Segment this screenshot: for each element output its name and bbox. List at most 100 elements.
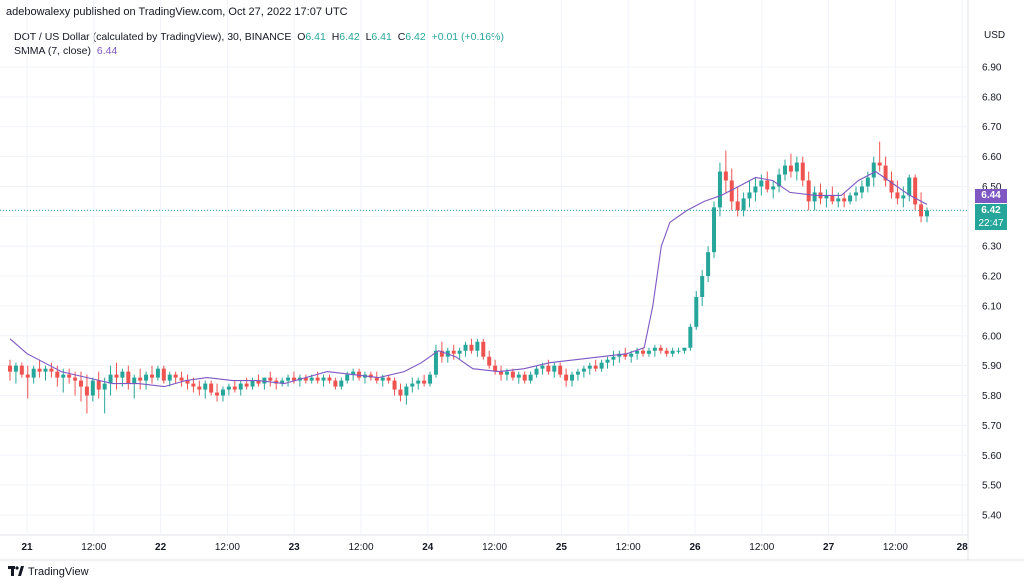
candle-body bbox=[794, 162, 799, 172]
candle-body bbox=[333, 380, 338, 387]
candle-body bbox=[126, 371, 131, 384]
candle-body bbox=[8, 365, 12, 372]
candle-body bbox=[682, 347, 687, 351]
x-tick-label: 22 bbox=[155, 542, 167, 553]
candle-body bbox=[747, 192, 752, 199]
y-tick-label: 5.50 bbox=[982, 481, 1002, 492]
candle-body bbox=[13, 365, 18, 372]
candle-body bbox=[31, 368, 36, 378]
y-tick-label: 6.10 bbox=[982, 301, 1002, 312]
symbol-name[interactable]: DOT / US Dollar (calculated by TradingVi… bbox=[14, 31, 292, 43]
candle-body bbox=[185, 380, 190, 384]
x-tick-label: 12:00 bbox=[616, 542, 641, 553]
candle-body bbox=[475, 341, 480, 351]
candle-body bbox=[167, 374, 172, 381]
candle-body bbox=[570, 374, 575, 381]
candle-body bbox=[641, 350, 646, 354]
candle-body bbox=[84, 386, 89, 396]
candle-body bbox=[351, 371, 356, 375]
candle-body bbox=[676, 350, 681, 352]
candle-body bbox=[215, 392, 220, 396]
indicator-name[interactable]: SMMA (7, close) bbox=[14, 45, 92, 57]
publish-header: adebowalexy published on TradingView.com… bbox=[6, 6, 348, 18]
candle-body bbox=[155, 368, 160, 378]
candle-body bbox=[871, 162, 876, 178]
y-tick-label: 6.90 bbox=[982, 63, 1002, 74]
candle-body bbox=[865, 177, 870, 187]
candle-body bbox=[368, 374, 373, 378]
x-tick-label: 25 bbox=[556, 542, 568, 553]
candle-body bbox=[623, 353, 628, 357]
candle-body bbox=[723, 171, 728, 181]
candle-body bbox=[232, 386, 237, 390]
footer-brand-name: TradingView bbox=[28, 566, 89, 578]
x-tick-label: 12:00 bbox=[348, 542, 373, 553]
candle-body bbox=[753, 186, 758, 193]
x-tick-label: 27 bbox=[823, 542, 835, 553]
footer-brand[interactable]: TradingView bbox=[8, 565, 89, 579]
open-value: 6.41 bbox=[305, 31, 326, 43]
candle-body bbox=[457, 350, 462, 354]
candle-body bbox=[848, 195, 853, 202]
high-label: H bbox=[331, 31, 340, 43]
candle-body bbox=[404, 386, 409, 396]
candle-body bbox=[286, 377, 291, 381]
candle-body bbox=[274, 380, 279, 384]
candle-body bbox=[203, 383, 208, 390]
candle-body bbox=[108, 374, 113, 384]
candle-body bbox=[575, 371, 580, 375]
candle-body bbox=[138, 377, 143, 381]
y-tick-label: 6.00 bbox=[982, 331, 1002, 342]
y-tick-label: 5.80 bbox=[982, 391, 1002, 402]
currency-label: USD bbox=[984, 30, 1005, 41]
candle-body bbox=[546, 365, 551, 372]
candle-body bbox=[859, 186, 864, 193]
candle-body bbox=[422, 380, 427, 384]
candle-body bbox=[658, 347, 663, 351]
candle-body bbox=[226, 386, 231, 390]
candle-body bbox=[469, 344, 474, 351]
y-tick-label: 6.80 bbox=[982, 92, 1002, 103]
candle-body bbox=[883, 165, 888, 181]
indicator-line: SMMA (7, close) 6.44 bbox=[14, 44, 504, 58]
x-tick-label: 12:00 bbox=[215, 542, 240, 553]
candle-body bbox=[777, 174, 782, 187]
candle-body bbox=[670, 350, 675, 354]
candle-body bbox=[315, 377, 320, 381]
y-tick-label: 5.40 bbox=[982, 511, 1002, 522]
candle-body bbox=[250, 380, 255, 387]
candle-body bbox=[759, 180, 764, 187]
candle-body bbox=[487, 356, 492, 366]
candle-body bbox=[238, 383, 243, 390]
candle-body bbox=[842, 198, 847, 202]
candle-body bbox=[806, 180, 811, 202]
candle-body bbox=[901, 195, 906, 199]
y-tick-label: 6.20 bbox=[982, 272, 1002, 283]
candle-body bbox=[741, 198, 746, 211]
candle-body bbox=[19, 365, 24, 375]
candle-body bbox=[220, 389, 225, 396]
candle-body bbox=[552, 365, 557, 372]
candle-body bbox=[309, 377, 314, 381]
candle-body bbox=[564, 374, 569, 381]
candle-body bbox=[209, 383, 214, 393]
candle-body bbox=[410, 383, 415, 387]
candle-body bbox=[428, 374, 433, 384]
candle-body bbox=[664, 350, 669, 354]
candle-body bbox=[197, 386, 202, 390]
candle-body bbox=[712, 207, 717, 253]
low-label: L bbox=[365, 31, 372, 43]
candle-body bbox=[593, 365, 598, 369]
candle-body bbox=[617, 353, 622, 357]
candle-body bbox=[587, 365, 592, 369]
x-tick-label: 21 bbox=[21, 542, 33, 553]
candle-body bbox=[149, 374, 154, 378]
candle-body bbox=[43, 368, 48, 372]
candle-body bbox=[516, 374, 521, 378]
smma-tag-value: 6.44 bbox=[981, 190, 1001, 201]
candle-body bbox=[96, 380, 101, 390]
candle-body bbox=[67, 374, 72, 378]
candle-body bbox=[102, 383, 107, 390]
x-tick-label: 12:00 bbox=[81, 542, 106, 553]
